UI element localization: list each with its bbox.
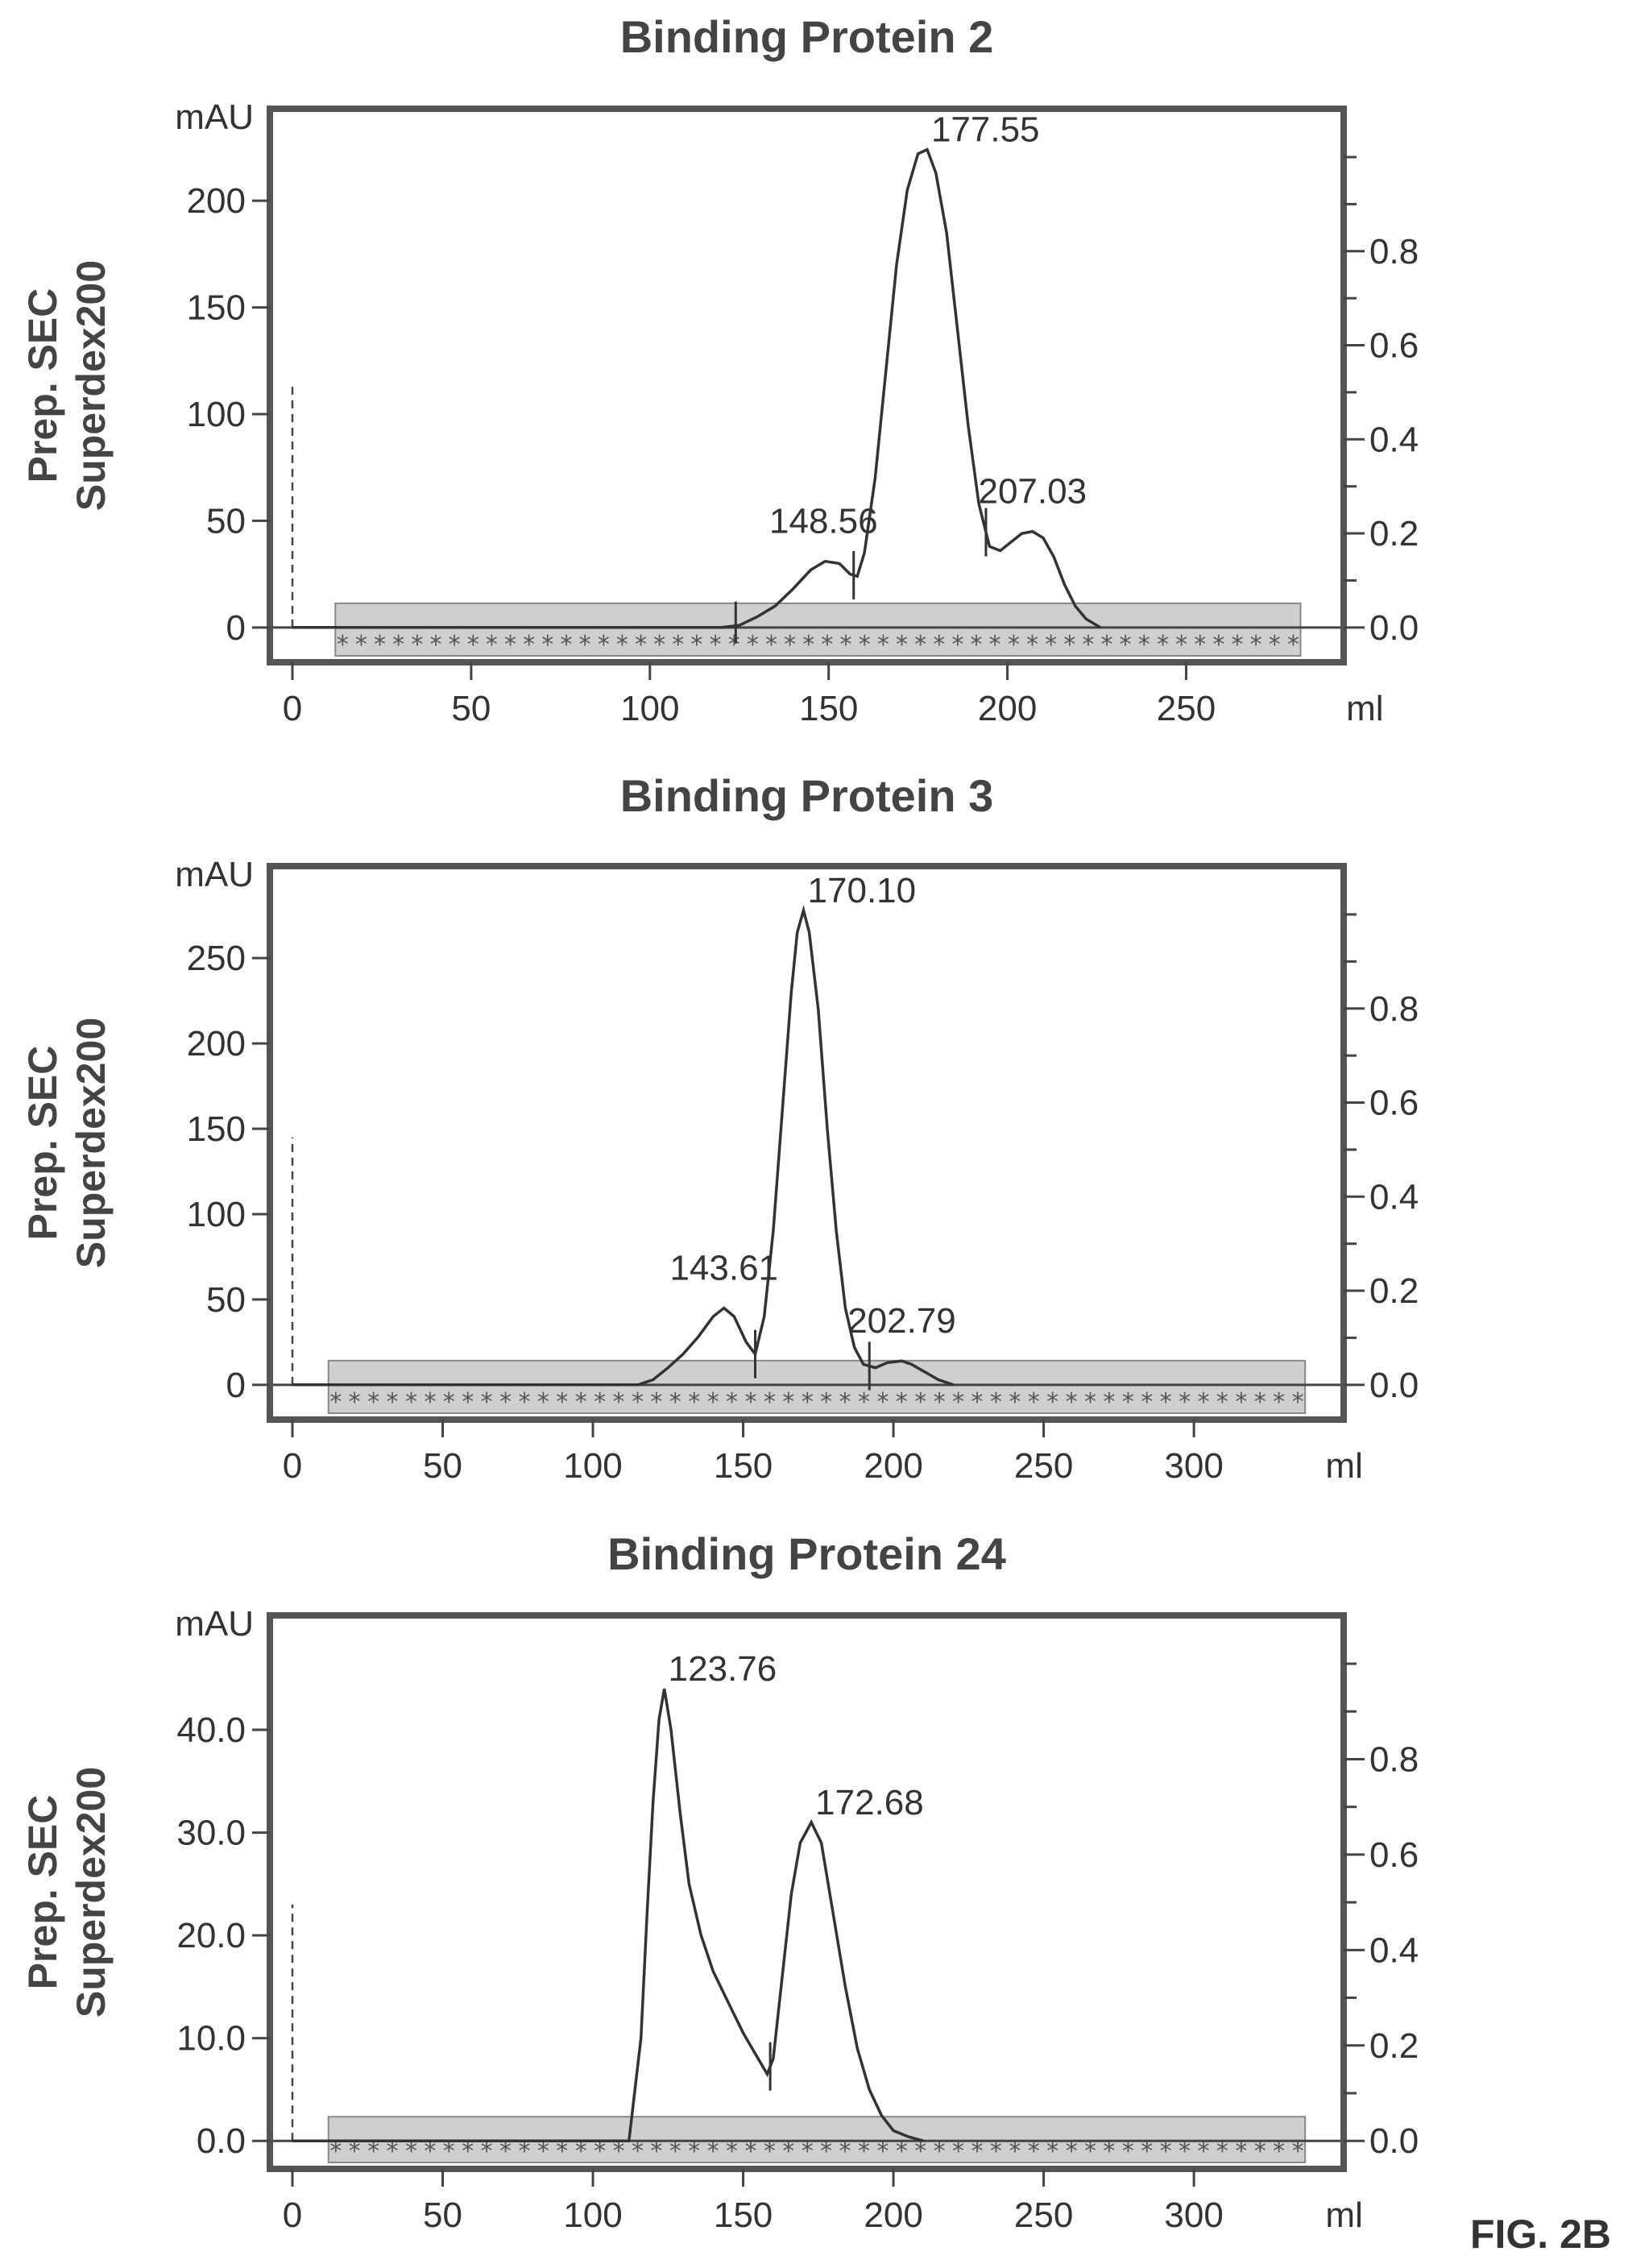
y-tick-label: 200 xyxy=(187,1024,246,1064)
x-tick-label: 200 xyxy=(864,1446,922,1486)
y2-tick-label: 0.4 xyxy=(1369,1930,1419,1970)
x-tick-label: 100 xyxy=(563,2195,622,2235)
y-tick-label: 0 xyxy=(226,608,246,648)
chromatogram-trace xyxy=(292,905,955,1387)
x-unit-label: ml xyxy=(1346,689,1383,728)
y-tick-label: 50 xyxy=(206,501,246,541)
peak-label: 177.55 xyxy=(931,110,1040,150)
figure-label: FIG. 2B xyxy=(1470,2212,1611,2257)
y2-tick-label: 0.0 xyxy=(1369,2121,1419,2161)
y-tick-label: 10.0 xyxy=(176,2019,246,2059)
x-tick-label: 300 xyxy=(1164,1446,1223,1486)
y2-tick-label: 0.8 xyxy=(1369,232,1419,272)
x-tick-label: 300 xyxy=(1164,2195,1223,2235)
x-tick-label: 0 xyxy=(283,689,302,728)
y2-tick-label: 0.6 xyxy=(1369,326,1419,366)
y2-tick-label: 0.2 xyxy=(1369,2026,1419,2066)
y-tick-label: 30.0 xyxy=(176,1814,246,1853)
fraction-band xyxy=(334,602,1302,657)
y-axis-label-line2: Superdex200 xyxy=(68,1767,114,2017)
y-tick-label: 20.0 xyxy=(176,1916,246,1955)
x-tick-label: 150 xyxy=(714,1446,773,1486)
y2-tick-label: 0.4 xyxy=(1369,1177,1419,1217)
x-tick-label: 250 xyxy=(1014,1446,1073,1486)
y-tick-label: 50 xyxy=(206,1280,246,1320)
x-tick-label: 250 xyxy=(1014,2195,1073,2235)
x-tick-label: 150 xyxy=(714,2195,773,2235)
y-axis-label-line1: Prep. SEC xyxy=(20,288,65,483)
plot-frame xyxy=(267,863,1347,1423)
y-tick-label: 250 xyxy=(187,939,246,978)
y-unit-label: mAU xyxy=(175,1604,254,1644)
y2-tick-label: 0.4 xyxy=(1369,420,1419,459)
y-axis-label-line2: Superdex200 xyxy=(68,260,114,511)
y2-tick-label: 0.2 xyxy=(1369,1271,1419,1311)
x-tick-label: 0 xyxy=(283,1446,302,1486)
y-unit-label: mAU xyxy=(175,97,254,137)
peak-label: 170.10 xyxy=(808,871,917,910)
y-axis-label-line2: Superdex200 xyxy=(68,1018,114,1268)
peak-label: 143.61 xyxy=(669,1248,778,1287)
y-tick-label: 200 xyxy=(187,181,246,221)
plot-frame xyxy=(267,1612,1347,2172)
y2-tick-label: 0.0 xyxy=(1369,1366,1419,1405)
x-tick-label: 200 xyxy=(864,2195,922,2235)
y-tick-label: 40.0 xyxy=(176,1710,246,1750)
chromatogram-trace xyxy=(292,1688,924,2142)
x-tick-label: 100 xyxy=(620,689,679,728)
y2-tick-label: 0.8 xyxy=(1369,989,1419,1029)
fraction-band xyxy=(327,1359,1307,1415)
chart-title: Binding Protein 2 xyxy=(620,11,994,62)
y2-tick-label: 0.8 xyxy=(1369,1739,1419,1779)
y-tick-label: 150 xyxy=(187,288,246,328)
x-tick-label: 250 xyxy=(1157,689,1216,728)
plot-frame xyxy=(267,106,1347,665)
chromatogram-trace xyxy=(292,147,1101,629)
y-tick-label: 100 xyxy=(187,1195,246,1234)
y2-tick-label: 0.6 xyxy=(1369,1835,1419,1875)
x-unit-label: ml xyxy=(1325,2195,1362,2235)
x-tick-label: 150 xyxy=(799,689,858,728)
peak-label: 172.68 xyxy=(815,1783,924,1822)
peak-label: 202.79 xyxy=(847,1301,956,1341)
y2-tick-label: 0.2 xyxy=(1369,514,1419,554)
y-unit-label: mAU xyxy=(175,855,254,894)
y-tick-label: 100 xyxy=(187,395,246,434)
y-axis-label-line1: Prep. SEC xyxy=(20,1046,65,1241)
chart-title: Binding Protein 24 xyxy=(607,1528,1006,1579)
y-axis-label-line1: Prep. SEC xyxy=(20,1795,65,1990)
x-tick-label: 50 xyxy=(423,1446,462,1486)
peak-label: 123.76 xyxy=(669,1649,777,1689)
y2-tick-label: 0.6 xyxy=(1369,1084,1419,1123)
x-tick-label: 50 xyxy=(451,689,491,728)
peak-label: 207.03 xyxy=(978,472,1087,512)
peak-label: 148.56 xyxy=(769,502,878,541)
y-tick-label: 150 xyxy=(187,1109,246,1149)
x-tick-label: 50 xyxy=(423,2195,462,2235)
x-tick-label: 200 xyxy=(978,689,1037,728)
x-tick-label: 100 xyxy=(563,1446,622,1486)
y-tick-label: 0.0 xyxy=(197,2121,246,2161)
chart-title: Binding Protein 3 xyxy=(620,770,994,821)
x-unit-label: ml xyxy=(1325,1446,1362,1486)
x-tick-label: 0 xyxy=(283,2195,302,2235)
y-tick-label: 0 xyxy=(226,1366,246,1405)
y2-tick-label: 0.0 xyxy=(1369,608,1419,648)
